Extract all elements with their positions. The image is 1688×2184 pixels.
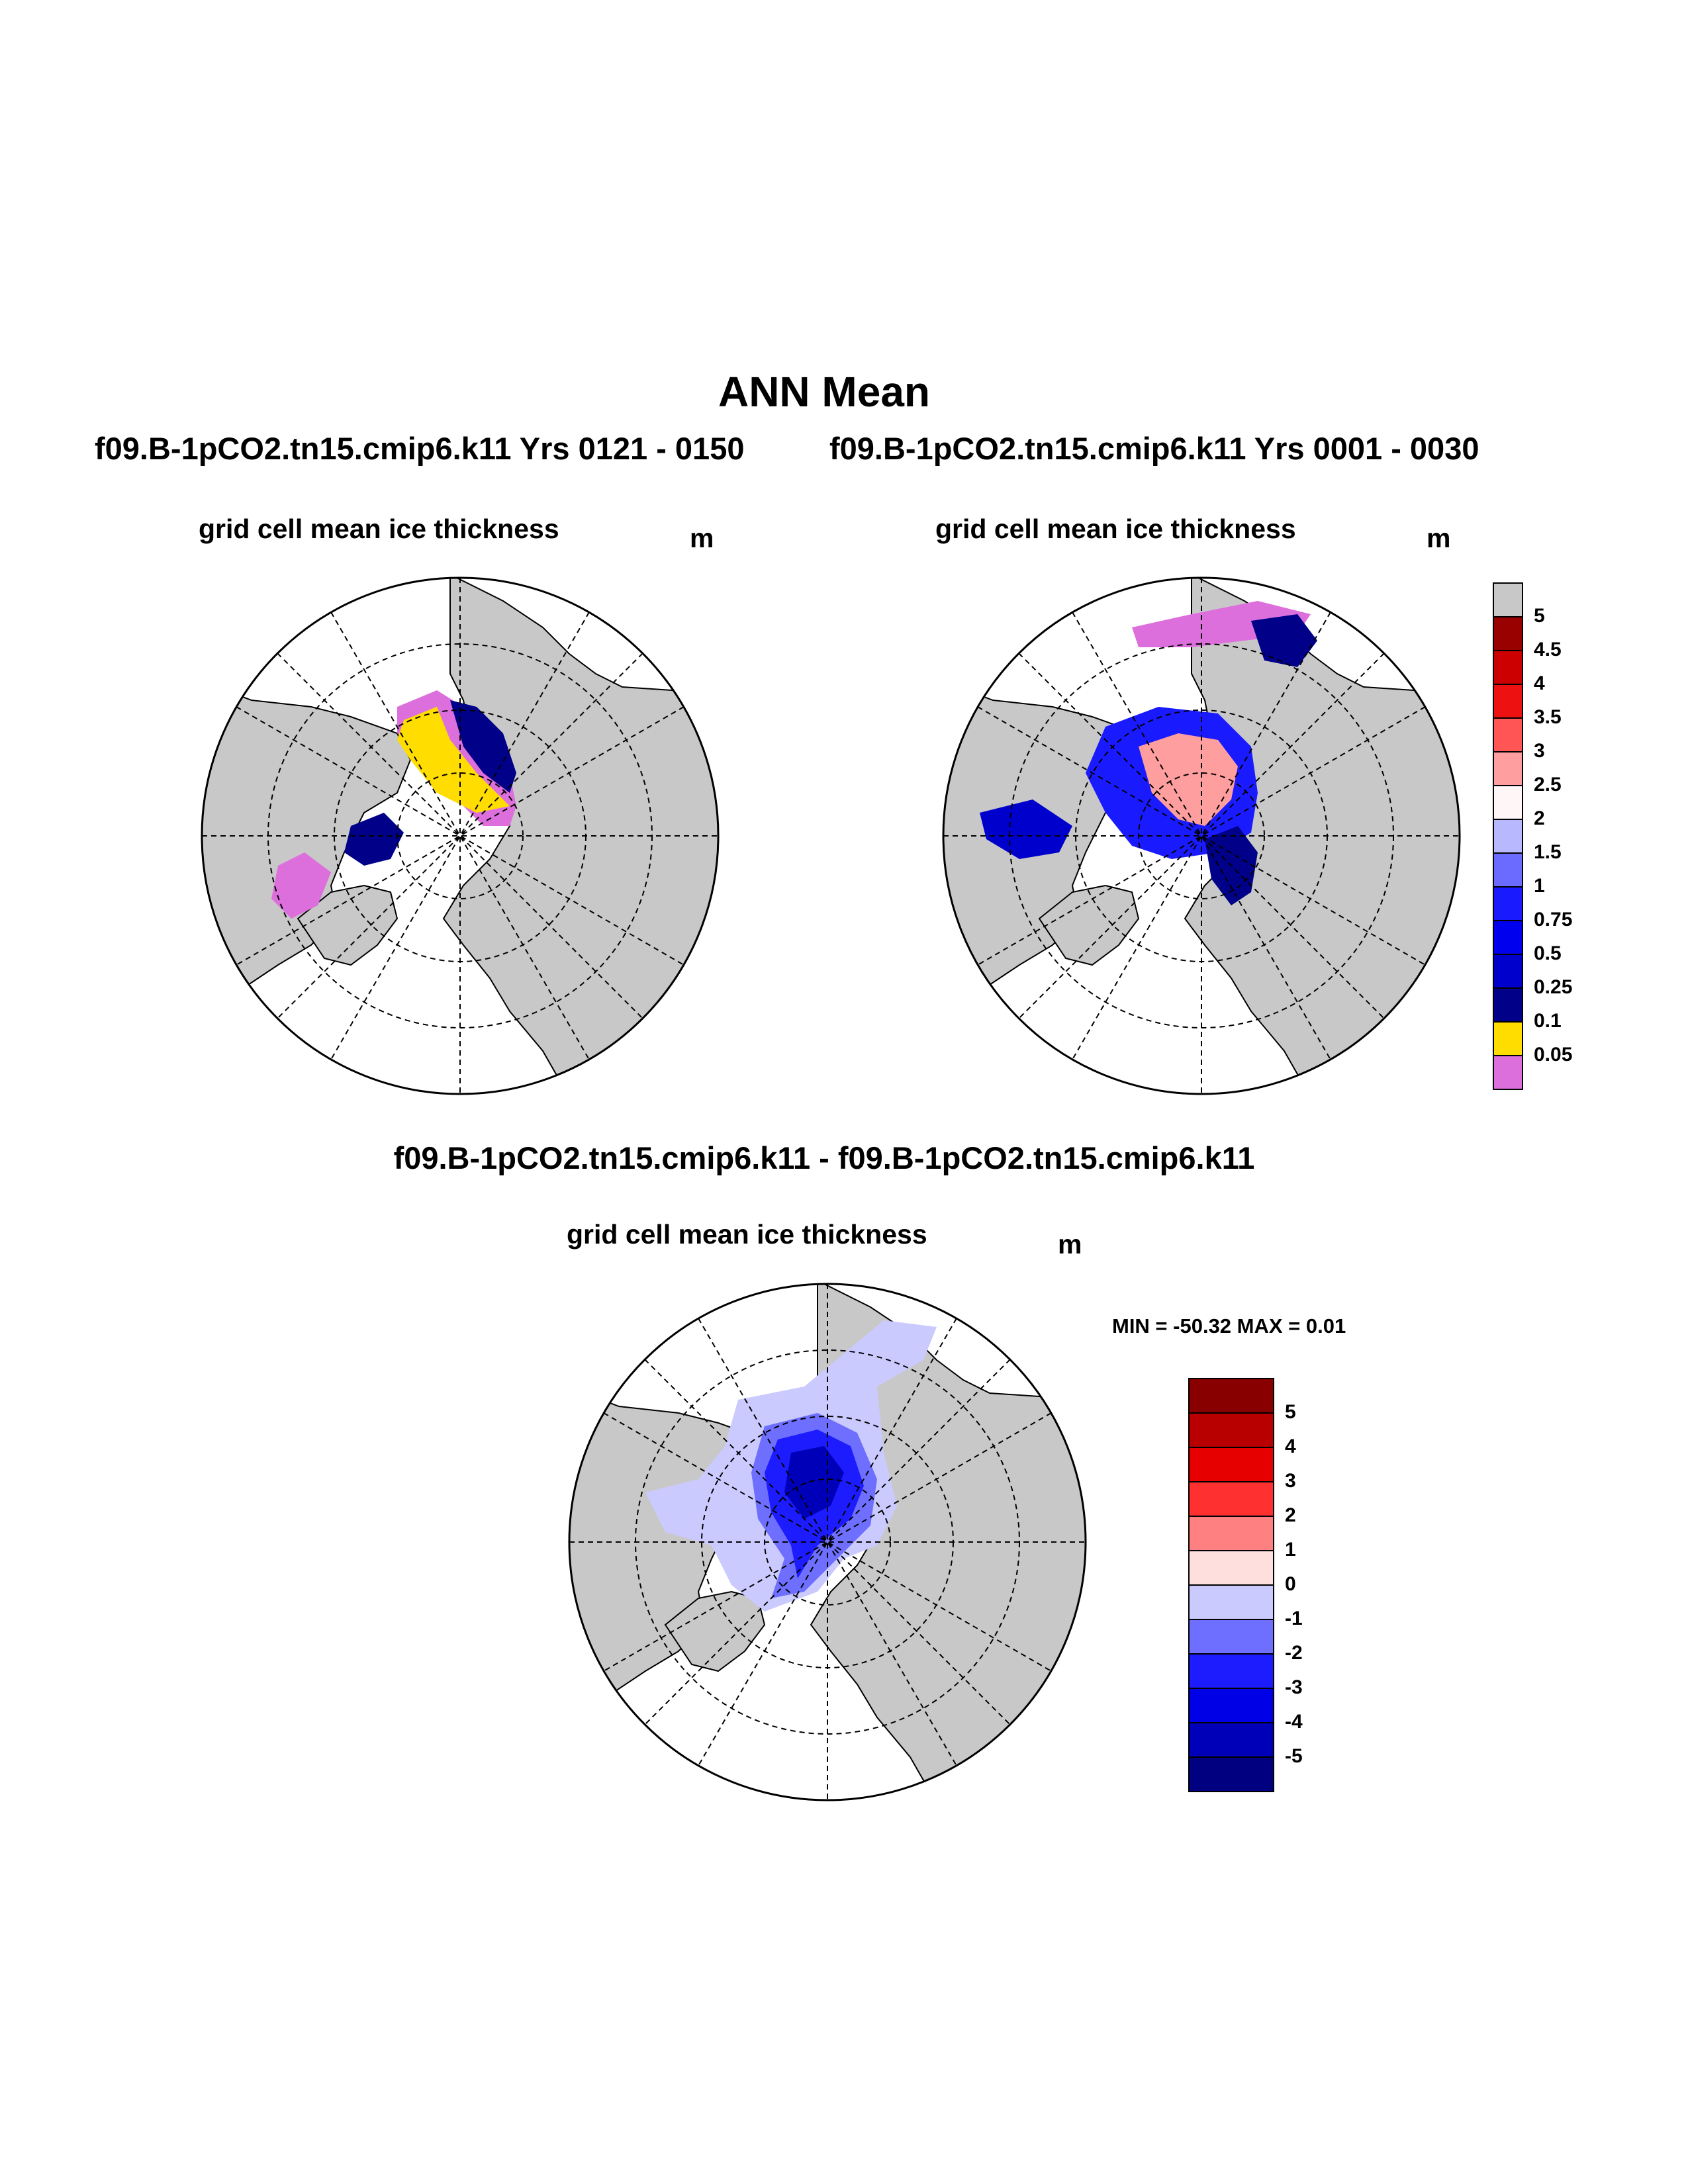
ice-navy-left-2 xyxy=(344,813,404,866)
ice-navy-right-2 xyxy=(1251,614,1317,667)
colorbar-tick-label: 5 xyxy=(1534,605,1545,627)
colorbar-tick-label: 0.05 xyxy=(1534,1044,1573,1066)
colorbar-swatch xyxy=(1493,1021,1523,1056)
colorbar-tick-label: -3 xyxy=(1285,1676,1303,1698)
colorbar-swatch xyxy=(1493,987,1523,1023)
colorbar-swatch xyxy=(1493,819,1523,854)
colorbar-swatch xyxy=(1493,954,1523,989)
colorbar-tick-label: -2 xyxy=(1285,1642,1303,1664)
colorbar-tick-label: 0.1 xyxy=(1534,1010,1562,1032)
colorbar-swatch xyxy=(1493,684,1523,719)
subtitle-right: f09.B-1pCO2.tn15.cmip6.k11 Yrs 0001 - 00… xyxy=(829,431,1479,466)
colorbar-tick-label: 3 xyxy=(1285,1470,1296,1492)
colorbar-swatch xyxy=(1188,1412,1274,1448)
panel-label-diff: grid cell mean ice thickness xyxy=(567,1219,927,1250)
colorbar-tick-label: 0.5 xyxy=(1534,942,1562,964)
panel-label-right: grid cell mean ice thickness xyxy=(935,514,1296,544)
colorbar-swatch xyxy=(1493,785,1523,820)
colorbar-tick-label: 3.5 xyxy=(1534,706,1562,728)
colorbar-tick-label: 1 xyxy=(1285,1539,1296,1561)
colorbar-tick-label: 3 xyxy=(1534,740,1545,762)
colorbar-swatch xyxy=(1188,1653,1274,1689)
ice-pink-left-2 xyxy=(271,852,331,919)
map-right xyxy=(942,576,1461,1095)
colorbar-swatch xyxy=(1188,1378,1274,1414)
units-left: m xyxy=(690,523,714,553)
map-left xyxy=(201,576,720,1095)
colorbar-tick-label: 2 xyxy=(1285,1504,1296,1526)
diff-navy xyxy=(784,1446,844,1519)
ice-navy-left xyxy=(450,700,516,793)
colorbar-tick-label: 4 xyxy=(1534,672,1545,694)
ice-blue-right-2 xyxy=(980,799,1072,859)
colorbar-tick-label: 0.25 xyxy=(1534,976,1573,998)
colorbar-difference: -5 -4 -3 -2 -1 0 1 2 3 4 5 xyxy=(1188,1378,1321,1801)
colorbar-swatch xyxy=(1188,1550,1274,1586)
colorbar-swatch xyxy=(1188,1688,1274,1723)
colorbar-tick-label: 2 xyxy=(1534,807,1545,829)
ice-red-right xyxy=(1139,733,1238,826)
panel-label-left: grid cell mean ice thickness xyxy=(199,514,559,544)
colorbar-swatch xyxy=(1188,1619,1274,1655)
colorbar-swatch xyxy=(1493,582,1523,617)
colorbar-swatch xyxy=(1493,717,1523,752)
colorbar-swatch xyxy=(1188,1481,1274,1517)
colorbar-ice-thickness: 0.05 0.1 0.25 0.5 0.75 1 1.5 2 2.5 3 3.5 4 4.5 5 xyxy=(1493,582,1625,1099)
colorbar-swatch xyxy=(1493,920,1523,955)
colorbar-tick-label: 1.5 xyxy=(1534,841,1562,863)
colorbar-swatch xyxy=(1188,1584,1274,1620)
colorbar-swatch xyxy=(1188,1447,1274,1482)
colorbar-swatch xyxy=(1188,1756,1274,1792)
figure-title: ANN Mean xyxy=(718,368,931,416)
colorbar-tick-label: 1 xyxy=(1534,875,1545,897)
colorbar-tick-label: 4 xyxy=(1285,1435,1296,1457)
colorbar-swatch xyxy=(1188,1516,1274,1551)
colorbar-swatch xyxy=(1493,616,1523,651)
colorbar-tick-label: 4.5 xyxy=(1534,639,1562,660)
colorbar-tick-label: 5 xyxy=(1285,1401,1296,1423)
units-right: m xyxy=(1427,523,1451,553)
difference-title: f09.B-1pCO2.tn15.cmip6.k11 - f09.B-1pCO2… xyxy=(393,1140,1255,1175)
colorbar-swatch xyxy=(1493,650,1523,685)
colorbar-tick-label: 0.75 xyxy=(1534,909,1573,931)
subtitle-left: f09.B-1pCO2.tn15.cmip6.k11 Yrs 0121 - 01… xyxy=(95,431,745,466)
colorbar-swatch xyxy=(1493,1055,1523,1090)
colorbar-tick-label: 2.5 xyxy=(1534,774,1562,796)
land-greenland xyxy=(1038,884,1140,966)
colorbar-tick-label: -1 xyxy=(1285,1608,1303,1629)
colorbar-swatch xyxy=(1493,751,1523,786)
map-difference xyxy=(568,1283,1087,1801)
colorbar-swatch xyxy=(1493,852,1523,887)
ice-yellow-left xyxy=(397,707,510,813)
land-greenland xyxy=(297,884,399,966)
units-diff: m xyxy=(1058,1229,1082,1259)
colorbar-tick-label: -4 xyxy=(1285,1711,1303,1733)
colorbar-tick-label: -5 xyxy=(1285,1745,1303,1767)
land-greenland xyxy=(664,1590,766,1672)
colorbar-swatch xyxy=(1493,886,1523,921)
min-max-readout: MIN = -50.32 MAX = 0.01 xyxy=(1112,1314,1346,1338)
colorbar-swatch xyxy=(1188,1722,1274,1758)
colorbar-tick-label: 0 xyxy=(1285,1573,1296,1595)
